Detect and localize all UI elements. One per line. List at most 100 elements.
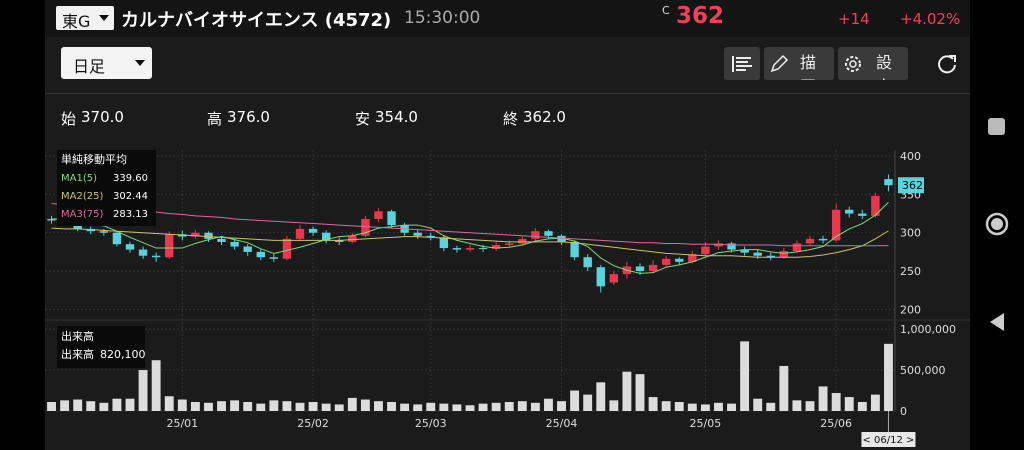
cursor-date: < 06/12 >: [862, 435, 914, 446]
candle-body: [583, 257, 592, 268]
x-tick-label: 25/03: [415, 417, 447, 430]
candle-body: [99, 231, 109, 233]
candle-body: [452, 248, 462, 250]
candle-body: [321, 232, 331, 241]
candle-body: [204, 232, 213, 239]
stock-name: カルナバイオサイエンス (4572): [121, 10, 392, 31]
candle-body: [491, 244, 501, 249]
candle-body: [714, 243, 723, 247]
y-tick-label: 200: [900, 303, 921, 316]
volume-bar: [426, 402, 436, 411]
volume-bar: [321, 403, 331, 411]
nav-recent[interactable]: [988, 118, 1005, 135]
x-tick-label: 25/05: [690, 417, 722, 430]
x-tick-label: 25/02: [297, 417, 329, 430]
candle-body: [596, 267, 605, 287]
volume-bar: [452, 404, 462, 411]
y-tick-label: 400: [900, 150, 921, 163]
volume-bar: [151, 360, 161, 411]
volume-bar: [230, 400, 240, 411]
volume-bar: [177, 399, 187, 411]
volume-bar: [596, 382, 606, 411]
volume-bar: [544, 398, 553, 411]
volume-bar: [844, 397, 854, 411]
y-tick-label: 0: [900, 405, 907, 418]
x-tick-label: 25/06: [820, 417, 852, 430]
candle-body: [348, 235, 357, 242]
candle-body: [138, 249, 148, 256]
price: 362: [676, 3, 725, 29]
candle-body: [531, 231, 540, 239]
volume-bar: [661, 401, 671, 411]
candle-body: [413, 232, 422, 236]
change-percent: +4.02%: [900, 10, 961, 28]
legend-box: [57, 150, 156, 226]
volume-bar: [648, 397, 658, 411]
volume-bar: [884, 343, 893, 411]
nav-back[interactable]: [988, 312, 1006, 332]
candle-body: [217, 238, 226, 242]
candle-body: [125, 244, 135, 250]
gear-icon: [845, 56, 861, 72]
draw-button[interactable]: 描画: [764, 47, 834, 80]
top-bar: [45, 0, 970, 37]
candle-body: [256, 251, 265, 258]
volume-bar: [190, 401, 200, 411]
candle-body: [701, 246, 710, 255]
ohlc-value: 376.0: [227, 108, 270, 126]
candle-body: [688, 254, 697, 262]
volume-bar: [360, 399, 370, 411]
dropdown-icon: [135, 60, 145, 66]
volume-bar: [282, 401, 292, 411]
volume-bar: [334, 404, 344, 411]
ohlc-label: 安: [355, 110, 371, 128]
volume-bar: [400, 403, 410, 411]
volume-bar: [439, 403, 449, 411]
y-tick-label: 300: [900, 227, 921, 240]
x-tick-label: 25/01: [166, 417, 198, 430]
volume-bar: [204, 402, 213, 411]
volume-bar: [256, 403, 266, 411]
chart: 25/01 25/02 25/03 25/04 25/05 25/06 200 250 300 3…: [45, 150, 970, 447]
candle-body: [845, 209, 854, 214]
volume-bar: [870, 394, 880, 411]
period-selector[interactable]: 日足: [61, 47, 152, 79]
pencil-icon: [770, 54, 789, 73]
nav-home[interactable]: [984, 211, 1010, 237]
volume-bar: [779, 365, 789, 411]
candle-body: [753, 252, 762, 256]
indicator-button[interactable]: [724, 47, 760, 80]
ohlc-label: 終: [503, 110, 519, 128]
volume-bar: [465, 405, 475, 411]
volume-bar: [857, 401, 867, 411]
volume-bar: [478, 403, 488, 411]
price-prefix: C: [662, 4, 670, 17]
ohlc-value: 354.0: [375, 108, 418, 126]
volume-bar: [557, 401, 566, 411]
candle-body: [505, 243, 514, 245]
ohlc-value: 370.0: [81, 108, 124, 126]
volume-bar: [243, 401, 253, 411]
settings-button[interactable]: 設定: [838, 47, 908, 80]
draw-label: 描画: [800, 53, 817, 80]
volume-bar: [73, 399, 83, 411]
candle-body: [165, 234, 174, 258]
candle-body: [151, 255, 161, 258]
volume-bar: [269, 400, 279, 411]
candle-body: [766, 255, 775, 258]
volume-bar: [609, 400, 619, 411]
volume-bar: [805, 401, 815, 411]
volume-bar: [570, 390, 580, 411]
legend-name: 出来高: [61, 347, 94, 361]
volume-bar: [164, 396, 174, 411]
change: +14: [838, 10, 870, 28]
refresh-button[interactable]: [934, 51, 960, 77]
candle-body: [557, 235, 566, 242]
candle-body: [282, 238, 292, 259]
volume-bar: [687, 403, 697, 411]
candle-body: [727, 243, 736, 250]
candle-body: [439, 237, 449, 249]
x-tick-label: 25/04: [546, 417, 578, 430]
market-selector[interactable]: 東G: [56, 6, 114, 31]
candle-body: [387, 211, 396, 226]
